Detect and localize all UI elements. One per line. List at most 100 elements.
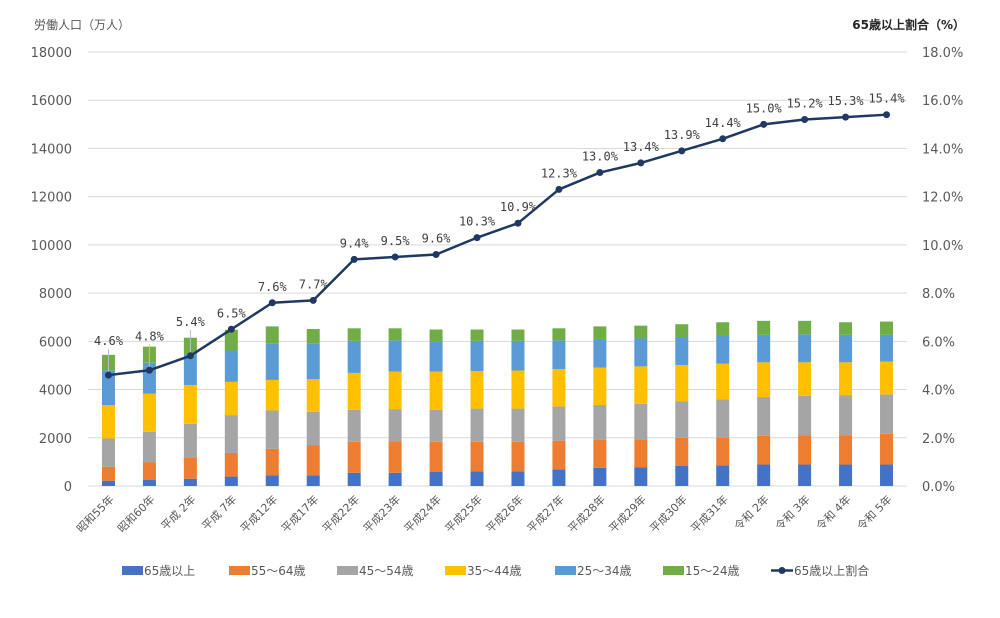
x-tick-label: 平成 7年	[199, 492, 240, 533]
bar-segment	[716, 322, 730, 336]
bar-stack	[798, 320, 812, 486]
ratio-line	[108, 113, 887, 377]
bar-segment	[839, 362, 853, 396]
y2-axis-title: 65歳以上割合（%）	[852, 17, 965, 32]
legend-label: 65歳以上	[144, 564, 195, 578]
bar-segment	[265, 326, 279, 344]
bar-segment	[142, 431, 156, 463]
bar-segment	[347, 441, 361, 473]
legend-swatch	[122, 566, 143, 575]
y-tick-label: 2000	[39, 432, 72, 447]
bar-segment	[183, 457, 197, 479]
ratio-data-label: 14.4%	[705, 116, 742, 130]
ratio-data-label: 9.6%	[422, 232, 452, 246]
bar-segment	[798, 320, 812, 335]
bar-segment	[306, 445, 320, 476]
bar-segment	[880, 361, 894, 395]
y-axis-title: 労働人口（万人）	[34, 18, 130, 32]
bar-segment	[388, 340, 402, 372]
bar-segment	[101, 370, 115, 405]
ratio-point	[227, 325, 235, 333]
bar-stack	[306, 329, 320, 486]
y2-tick-label: 10.0%	[922, 239, 963, 254]
legend-swatch	[337, 566, 358, 575]
bar-segment	[798, 362, 812, 396]
bar-stack	[388, 328, 402, 486]
bar-segment	[593, 467, 607, 486]
bar-stack	[429, 329, 443, 486]
bar-segment	[388, 441, 402, 473]
ratio-data-label: 12.3%	[541, 166, 578, 180]
x-tick-label: 平成31年	[688, 492, 731, 535]
bar-segment	[757, 320, 771, 335]
ratio-point	[555, 185, 563, 193]
bar-segment	[265, 343, 279, 380]
x-tick-label: 令和 4年	[813, 492, 854, 533]
y2-tick-label: 16.0%	[922, 94, 963, 109]
bar-segment	[552, 369, 566, 407]
bar-segment	[675, 465, 689, 486]
ratio-data-label: 5.4%	[176, 315, 206, 329]
bar-segment	[429, 441, 443, 473]
bar-segment	[675, 401, 689, 438]
ratio-data-labels: 4.6% 4.8% 5.4% 6.5% 7.6% 7.7% 9.4% 9.5% 9.6% 10.3…	[94, 92, 905, 348]
y2-tick-label: 6.0%	[922, 335, 955, 350]
x-tick-label: 令和 3年	[772, 492, 813, 533]
y2-tick-label: 12.0%	[922, 191, 963, 206]
bar-stack	[224, 329, 238, 486]
bar-segment	[634, 325, 648, 339]
y-tick-label: 4000	[39, 384, 72, 399]
ratio-data-label: 9.5%	[381, 234, 411, 248]
ratio-data-label: 15.2%	[787, 97, 824, 111]
bar-segment	[429, 341, 443, 372]
bar-segment	[839, 322, 853, 335]
ratio-point	[678, 147, 686, 155]
ratio-point	[268, 299, 276, 307]
bar-segment	[552, 440, 566, 470]
bar-stack	[839, 322, 853, 486]
bar-segment	[470, 471, 484, 486]
bar-segment	[470, 329, 484, 341]
bar-segment	[224, 476, 238, 486]
y-tick-label: 0	[64, 480, 72, 495]
bar-segment	[511, 408, 525, 442]
ratio-data-label: 4.6%	[94, 334, 124, 348]
bar-segment	[429, 329, 443, 342]
bar-segment	[511, 471, 525, 486]
x-tick-label: 平成17年	[278, 492, 321, 535]
x-tick-label: 平成27年	[524, 492, 567, 535]
bar-segment	[224, 415, 238, 453]
ratio-data-label: 4.8%	[135, 329, 165, 343]
bar-segment	[306, 343, 320, 380]
x-tick-label: 平成28年	[565, 492, 608, 535]
bar-segment	[347, 372, 361, 410]
bar-stack	[552, 328, 566, 486]
bar-segment	[675, 324, 689, 337]
bar-segment	[757, 464, 771, 486]
bar-segment	[347, 409, 361, 442]
bar-segment	[388, 328, 402, 341]
x-tick-label: 平成 2年	[158, 492, 199, 533]
bar-segment	[101, 466, 115, 481]
y2-tick-label: 2.0%	[922, 432, 955, 447]
bar-stack	[101, 354, 115, 486]
bar-segment	[757, 397, 771, 436]
bar-segment	[511, 441, 525, 472]
x-tick-label: 平成24年	[401, 492, 444, 535]
bar-segment	[880, 394, 894, 434]
bar-segment	[716, 363, 730, 400]
ratio-point	[186, 352, 194, 360]
bar-stack	[880, 321, 894, 486]
bar-segment	[839, 395, 853, 436]
bar-segment	[142, 462, 156, 480]
bar-segment	[511, 329, 525, 341]
bar-segment	[675, 437, 689, 466]
bar-segment	[552, 340, 566, 370]
bar-segment	[224, 381, 238, 416]
x-tick-label: 令和 5年	[854, 492, 895, 533]
bar-stack	[675, 324, 689, 486]
x-tick-label: 平成23年	[360, 492, 403, 535]
bar-segment	[470, 340, 484, 371]
